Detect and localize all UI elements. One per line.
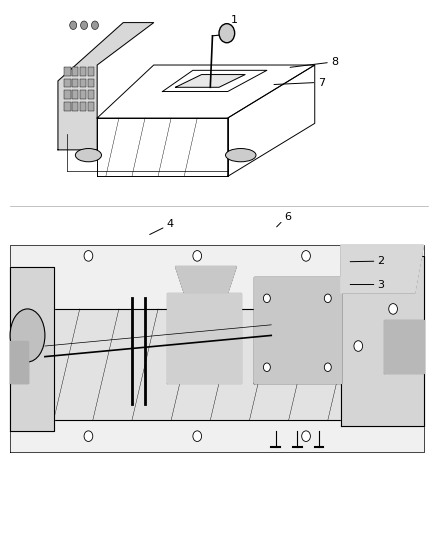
Polygon shape bbox=[36, 309, 385, 420]
Circle shape bbox=[70, 21, 77, 29]
Bar bbox=[88, 79, 94, 87]
Circle shape bbox=[92, 21, 99, 29]
Circle shape bbox=[354, 341, 363, 351]
Polygon shape bbox=[10, 266, 53, 431]
Polygon shape bbox=[254, 277, 341, 383]
Bar bbox=[88, 102, 94, 111]
Text: 3: 3 bbox=[378, 279, 385, 289]
Text: 5: 5 bbox=[213, 271, 220, 280]
Bar bbox=[64, 102, 71, 111]
Bar bbox=[80, 79, 86, 87]
Text: 4: 4 bbox=[167, 219, 174, 229]
Polygon shape bbox=[176, 266, 237, 293]
Circle shape bbox=[263, 363, 270, 372]
Bar bbox=[64, 79, 71, 87]
Circle shape bbox=[219, 23, 235, 43]
Polygon shape bbox=[167, 293, 241, 383]
Text: 1: 1 bbox=[231, 15, 238, 26]
Text: 6: 6 bbox=[285, 212, 292, 222]
Bar bbox=[64, 67, 71, 76]
Polygon shape bbox=[341, 256, 424, 425]
Ellipse shape bbox=[10, 309, 45, 362]
Bar bbox=[72, 79, 78, 87]
Circle shape bbox=[193, 251, 201, 261]
Text: 7: 7 bbox=[318, 77, 325, 87]
Bar bbox=[80, 102, 86, 111]
Circle shape bbox=[389, 304, 397, 314]
Circle shape bbox=[302, 431, 311, 441]
Bar bbox=[72, 67, 78, 76]
Bar bbox=[72, 102, 78, 111]
Circle shape bbox=[263, 294, 270, 303]
Polygon shape bbox=[10, 341, 28, 383]
Circle shape bbox=[84, 431, 93, 441]
Polygon shape bbox=[176, 75, 245, 87]
Circle shape bbox=[324, 363, 331, 372]
Circle shape bbox=[81, 21, 88, 29]
Bar bbox=[72, 91, 78, 99]
Circle shape bbox=[302, 251, 311, 261]
Ellipse shape bbox=[226, 149, 256, 162]
Circle shape bbox=[84, 251, 93, 261]
Text: 8: 8 bbox=[331, 58, 338, 67]
Bar bbox=[64, 91, 71, 99]
Polygon shape bbox=[385, 319, 424, 373]
Bar bbox=[80, 67, 86, 76]
Text: 2: 2 bbox=[378, 256, 385, 266]
Bar bbox=[88, 67, 94, 76]
Bar bbox=[80, 91, 86, 99]
Polygon shape bbox=[58, 22, 154, 150]
Ellipse shape bbox=[75, 149, 102, 162]
Polygon shape bbox=[341, 245, 424, 293]
Circle shape bbox=[324, 294, 331, 303]
Circle shape bbox=[193, 431, 201, 441]
Polygon shape bbox=[10, 245, 424, 452]
Bar bbox=[88, 91, 94, 99]
